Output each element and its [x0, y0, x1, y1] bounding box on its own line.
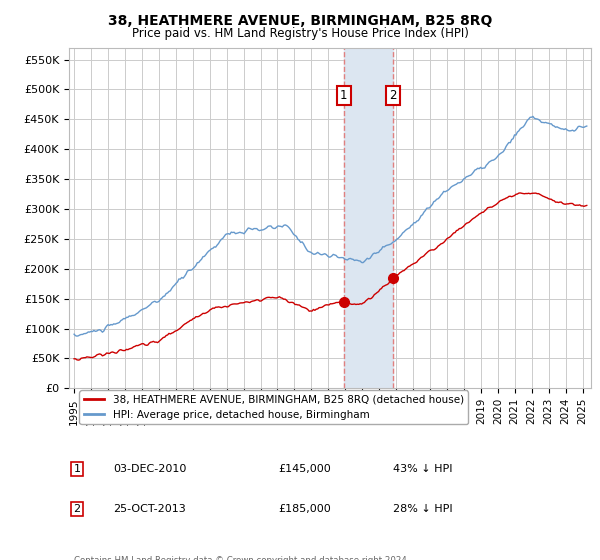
Text: Contains HM Land Registry data © Crown copyright and database right 2024.
This d: Contains HM Land Registry data © Crown c… [74, 556, 410, 560]
Text: 25-OCT-2013: 25-OCT-2013 [113, 504, 186, 514]
Text: £185,000: £185,000 [278, 504, 331, 514]
Text: 38, HEATHMERE AVENUE, BIRMINGHAM, B25 8RQ: 38, HEATHMERE AVENUE, BIRMINGHAM, B25 8R… [108, 14, 492, 28]
Text: 28% ↓ HPI: 28% ↓ HPI [392, 504, 452, 514]
Bar [344, 48, 393, 388]
Text: 03-DEC-2010: 03-DEC-2010 [113, 464, 187, 474]
Text: 2: 2 [73, 504, 80, 514]
Legend: 38, HEATHMERE AVENUE, BIRMINGHAM, B25 8RQ (detached house), HPI: Average price, : 38, HEATHMERE AVENUE, BIRMINGHAM, B25 8R… [79, 390, 468, 424]
Text: Price paid vs. HM Land Registry's House Price Index (HPI): Price paid vs. HM Land Registry's House … [131, 27, 469, 40]
Text: 1: 1 [340, 89, 347, 102]
Text: 43% ↓ HPI: 43% ↓ HPI [392, 464, 452, 474]
Text: 2: 2 [389, 89, 397, 102]
Text: £145,000: £145,000 [278, 464, 331, 474]
Text: 1: 1 [73, 464, 80, 474]
